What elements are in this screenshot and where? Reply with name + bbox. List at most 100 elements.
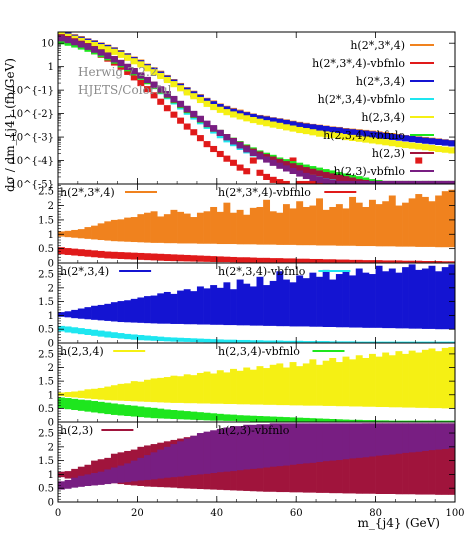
ratio-bar [263,285,271,326]
y-tick-label: 10 [41,39,54,50]
ratio-bar [448,341,455,343]
ratio-bar [415,194,423,247]
ratio-bar [196,338,204,343]
ratio-bar [408,350,416,408]
ratio-bar [388,423,396,455]
main-bar [276,158,284,166]
main-bar [249,117,257,124]
ratio-legend-label: h(2*,3,4)-vbfnlo [218,265,306,278]
ratio-bar [216,413,224,421]
ratio-bar [137,297,145,323]
y-tick-label: 1.5 [38,377,54,388]
ratio-bar [223,339,231,343]
ratio-bar [236,415,244,422]
main-bar [124,68,132,75]
ratio-bar [368,341,376,343]
ratio-bar [415,423,423,495]
ratio-bar [84,227,92,239]
ratio-panel-1-bars [58,189,455,263]
ratio-bar [402,423,409,495]
ratio-bar [322,269,330,327]
ratio-bar [210,373,218,404]
ratio-bar [144,212,151,243]
main-bar [415,180,423,184]
main-bar [282,180,290,184]
main-bar [289,121,297,128]
ratio-bar [190,217,198,244]
ratio-bar [375,423,383,456]
main-bar [296,180,304,184]
ratio-bar [97,387,105,400]
ratio-bar [163,291,171,324]
ratio-bar [329,423,337,461]
main-bar [395,141,403,148]
ratio-bar [84,389,92,399]
ratio-legend-label: h(2*,3*,4) [60,186,115,199]
legend-label: h(2,3) [372,147,405,160]
ratio-bar [124,405,132,417]
ratio-bar [342,259,350,263]
ratio-bar [309,423,317,463]
ratio-bar [382,260,390,263]
main-bar [150,92,158,99]
ratio-bar [382,341,390,343]
ratio-bar [256,276,264,326]
ratio-bar [196,212,204,244]
ratio-panel-2-bars [58,264,455,343]
ratio-bar [77,399,85,411]
annotation-generator: Herwig 7.2.2 [78,65,157,79]
ratio-bar [329,357,337,406]
ratio-bar [402,202,409,247]
ratio-bar [375,204,383,247]
ratio-bar [388,420,396,422]
ratio-bar [289,208,297,245]
ratio-bar [58,397,65,409]
ratio-bar [408,420,416,422]
main-bar [435,180,443,184]
main-bar [124,63,132,71]
ratio-bar [71,229,79,238]
main-bar [177,85,185,92]
main-bar [335,174,343,182]
main-bar [190,93,198,100]
ratio-bar [263,257,271,263]
main-bar [402,180,409,184]
main-bar [408,136,416,143]
main-bar [58,35,65,42]
ratio-bar [309,341,317,343]
main-bar [441,180,449,184]
ratio-bar [408,260,416,263]
main-bar [104,46,112,53]
ratio-bar [421,423,429,495]
ratio-bar [77,229,85,239]
ratio-bar [223,427,231,472]
y-tick-label: 10^{-1} [10,86,54,97]
main-bar [223,155,231,162]
main-bar [289,157,297,164]
ratio-bar [137,457,145,481]
ratio-bar [349,341,357,343]
ratio-bar [64,311,72,318]
main-bar [144,86,151,93]
ratio-bar [269,423,277,467]
ratio-bar [428,348,436,409]
ratio-bar [289,340,297,343]
ratio-bar [223,372,231,405]
main-bar [322,131,330,138]
ratio-bar [342,423,350,460]
ratio-bar [196,286,204,325]
main-bar [183,105,191,112]
main-bar [263,120,271,127]
ratio-bar [130,252,138,260]
ratio-bar [216,339,224,343]
ratio-bar [64,248,72,255]
main-bar [375,180,383,184]
ratio-bar [448,423,455,449]
ratio-bar [249,340,257,343]
ratio-bar [230,414,237,421]
ratio-bar [316,418,323,422]
main-bar [243,146,251,153]
main-bar [91,46,98,53]
ratio-bar [322,423,330,462]
main-bar [402,135,409,142]
